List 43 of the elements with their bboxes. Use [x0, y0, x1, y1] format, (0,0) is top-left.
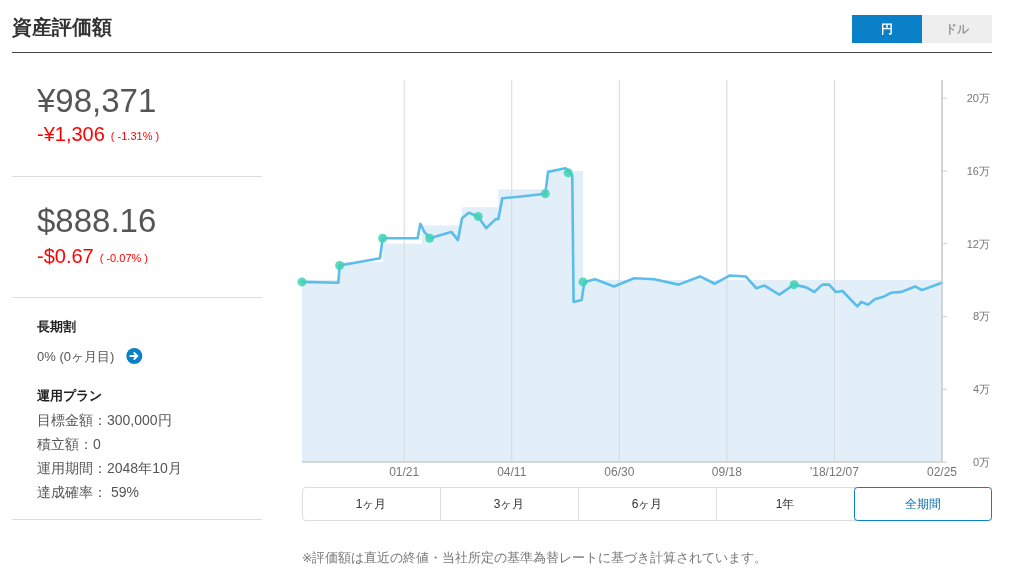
point	[297, 277, 307, 287]
text: ※評価額は直近の終値・当社所定の基準為替レートに基づき計算されています。	[302, 551, 768, 565]
text: 長期割	[36, 319, 76, 334]
text: -¥1,306	[37, 123, 105, 145]
text: 3ヶ月	[493, 497, 525, 511]
text: 運用期間：2048年10月	[37, 460, 182, 476]
point	[378, 233, 388, 243]
point	[335, 261, 345, 271]
y-tick-label: 12万	[966, 237, 990, 250]
text: ドル	[945, 22, 970, 36]
point	[473, 211, 483, 221]
y-tick-label: 8万	[972, 310, 990, 323]
y-tick-label: 0万	[972, 456, 990, 468]
y-tick-label: 16万	[966, 164, 990, 177]
text: 積立額：0	[37, 436, 101, 452]
point	[425, 233, 435, 243]
point	[789, 280, 799, 290]
text: 運用プラン	[36, 388, 102, 403]
point	[540, 189, 550, 199]
text: $888.16	[37, 202, 157, 239]
y-tick-label: 4万	[972, 383, 990, 396]
text: 6ヶ月	[631, 497, 663, 511]
text: 0% (0ヶ月目)	[37, 349, 115, 364]
text: -$0.67	[37, 245, 94, 267]
text: 円	[881, 22, 893, 36]
text: 1ヶ月	[355, 497, 387, 511]
text: 1年	[775, 497, 795, 511]
text: ¥98,371	[36, 82, 157, 119]
x-tick-label: 06/30	[604, 465, 635, 479]
x-tick-label: 09/18	[711, 465, 743, 479]
text: 目標金額：300,000円	[37, 412, 172, 428]
x-tick-label: 04/11	[497, 465, 527, 479]
text: ( -1.31% )	[110, 130, 160, 142]
text: 資産評価額	[11, 16, 112, 38]
x-tick-label: 02/25	[926, 465, 958, 479]
point	[578, 277, 588, 287]
text: 全期間	[905, 497, 941, 511]
text: ( -0.07% )	[99, 252, 149, 264]
x-tick-label: 01/21	[389, 465, 420, 479]
text: 達成確率： 59%	[37, 484, 139, 500]
point	[563, 168, 573, 178]
x-tick-label: '18/12/07	[809, 465, 860, 479]
y-tick-label: 20万	[966, 92, 990, 105]
